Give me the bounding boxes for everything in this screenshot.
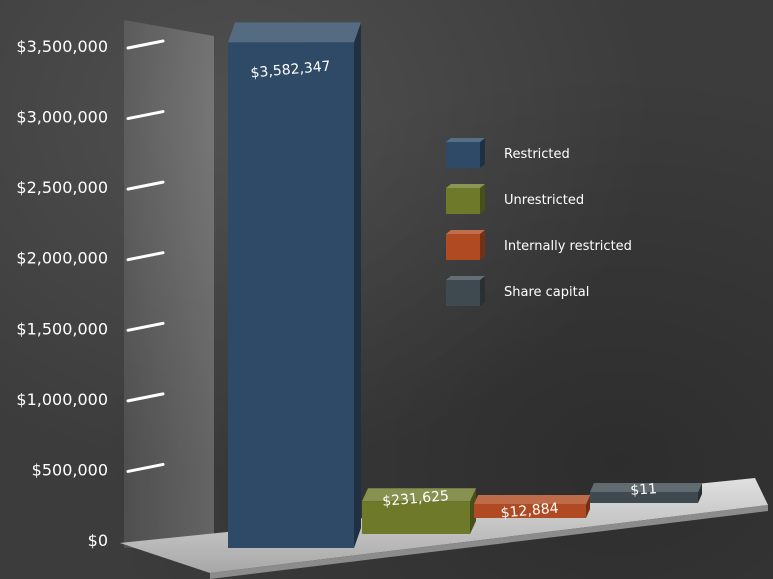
bar-top-face <box>590 483 702 492</box>
legend-swatch-side <box>480 184 485 214</box>
bar <box>228 42 354 548</box>
legend-label: Internally restricted <box>504 239 632 254</box>
bar-value-label: $12,884 <box>500 501 559 522</box>
legend-swatch-side <box>480 230 485 260</box>
legend-swatch <box>446 280 480 306</box>
y-axis-tick <box>126 251 165 262</box>
y-axis-tick-label: $1,000,000 <box>16 390 108 409</box>
y-axis-tick <box>126 39 165 50</box>
bar-value-label: $11 <box>630 481 658 499</box>
bar-top-face <box>474 495 590 504</box>
y-axis-tick-label: $2,000,000 <box>16 249 108 268</box>
bar <box>474 504 586 518</box>
legend-swatch <box>446 142 480 168</box>
legend-swatch <box>446 188 480 214</box>
y-axis-tick-label: $1,500,000 <box>16 319 108 338</box>
legend-swatch-top <box>446 276 485 280</box>
bar-value-label: $3,582,347 <box>250 59 331 82</box>
bar-value-label: $231,625 <box>382 488 450 510</box>
legend-swatch-top <box>446 138 485 142</box>
y-axis-tick-label: $0 <box>88 531 108 550</box>
back-wall <box>124 20 214 548</box>
legend-label: Unrestricted <box>504 193 584 208</box>
bar-side-face <box>354 22 361 548</box>
legend-label: Share capital <box>504 285 589 300</box>
y-axis-tick <box>126 110 165 121</box>
legend-swatch-side <box>480 138 485 168</box>
y-axis-tick-label: $500,000 <box>32 460 108 479</box>
y-axis-tick <box>126 180 165 191</box>
y-axis-tick <box>126 321 165 332</box>
bar-top-face <box>228 22 361 43</box>
legend-swatch-top <box>446 184 485 188</box>
y-axis-tick <box>126 392 165 403</box>
legend-swatch-top <box>446 230 485 234</box>
y-axis-tick-label: $3,500,000 <box>16 37 108 56</box>
bar-side-face <box>698 483 702 503</box>
legend-swatch <box>446 234 480 260</box>
y-axis-tick <box>126 462 165 473</box>
bar <box>362 501 470 534</box>
y-axis-tick-label: $3,000,000 <box>16 108 108 127</box>
y-axis-tick-label: $2,500,000 <box>16 178 108 197</box>
floor-edge <box>210 505 768 579</box>
legend-swatch-side <box>480 276 485 306</box>
bar <box>590 492 698 503</box>
bar-side-face <box>586 495 590 518</box>
bar-side-face <box>470 488 476 534</box>
bar-top-face <box>362 488 476 502</box>
legend-label: Restricted <box>504 147 570 162</box>
